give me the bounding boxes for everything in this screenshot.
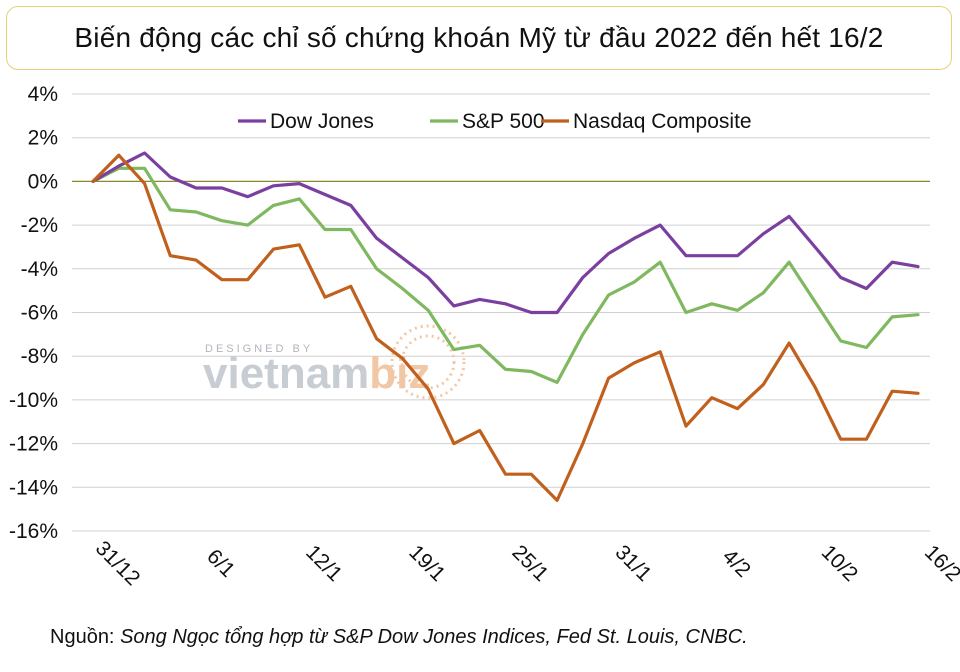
x-tick-label: 31/1 xyxy=(611,541,656,586)
watermark-circle-icon xyxy=(390,324,466,400)
source-label: Nguồn: xyxy=(50,626,115,648)
y-tick-label: -4% xyxy=(21,258,58,281)
watermark-designed-by: DESIGNED BY xyxy=(205,343,313,355)
legend-label: S&P 500 xyxy=(462,110,545,133)
y-tick-label: -2% xyxy=(21,214,58,237)
series-line-dow-jones xyxy=(91,151,920,315)
watermark-brand: vietnambiz xyxy=(203,349,430,398)
y-tick-label: -14% xyxy=(9,476,58,499)
y-tick-label: -6% xyxy=(21,302,58,325)
y-tick-label: 2% xyxy=(28,127,58,150)
x-tick-label: 6/1 xyxy=(202,545,239,582)
x-tick-label: 10/2 xyxy=(817,541,862,586)
series-line-nasdaq-composite xyxy=(91,153,920,502)
x-tick-label: 12/1 xyxy=(301,541,346,586)
legend: Dow Jones S&P 500 Nasdaq Composite xyxy=(238,110,752,133)
legend-label: Nasdaq Composite xyxy=(573,110,752,133)
y-tick-label: 0% xyxy=(28,170,58,193)
line-chart: DESIGNED BY vietnambiz 4% 2% 0% -2% -4% -6% -8… xyxy=(9,83,960,590)
series-lines xyxy=(91,151,920,502)
source-note: Nguồn: Song Ngọc tổng hợp từ S&P Dow Jon… xyxy=(50,626,748,649)
legend-label: Dow Jones xyxy=(270,110,374,133)
y-tick-label: -10% xyxy=(9,389,58,412)
x-tick-label: 19/1 xyxy=(404,541,449,586)
chart-title: Biến động các chỉ số chứng khoán Mỹ từ đ… xyxy=(74,22,884,53)
gridlines xyxy=(72,93,930,532)
source-text: Song Ngọc tổng hợp từ S&P Dow Jones Indi… xyxy=(120,626,748,648)
watermark-logo: DESIGNED BY vietnambiz xyxy=(203,324,466,400)
x-tick-label: 25/1 xyxy=(508,541,553,586)
series-line-s-p-500 xyxy=(91,166,920,384)
y-tick-label: -12% xyxy=(9,433,58,456)
y-tick-label: -16% xyxy=(9,520,58,543)
chart-title-box: Biến động các chỉ số chứng khoán Mỹ từ đ… xyxy=(6,6,952,70)
x-tick-label: 16/2 xyxy=(920,541,960,586)
x-tick-label: 4/2 xyxy=(718,545,755,582)
y-tick-label: 4% xyxy=(28,83,58,106)
watermark-inner-circle-icon xyxy=(400,334,456,390)
x-tick-label: 31/12 xyxy=(91,537,144,590)
y-tick-label: -8% xyxy=(21,345,58,368)
